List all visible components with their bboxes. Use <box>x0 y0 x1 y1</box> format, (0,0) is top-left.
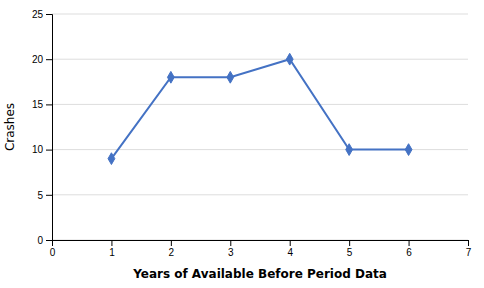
tick-mark <box>409 240 410 246</box>
tick: 7 <box>466 240 472 258</box>
tick-mark <box>171 240 172 246</box>
tick-label: 5 <box>37 190 43 201</box>
tick-label: 25 <box>32 9 44 20</box>
tick-label: 20 <box>32 54 44 65</box>
x-axis: 0 1 2 3 4 5 6 7 <box>50 240 472 258</box>
tick-label: 5 <box>347 247 353 258</box>
tick-label: 2 <box>169 247 175 258</box>
y-axis-title: Crashes <box>3 103 17 151</box>
tick-label: 6 <box>406 247 412 258</box>
tick: 10 <box>32 144 52 155</box>
tick-label: 3 <box>228 247 234 258</box>
tick-mark <box>46 240 52 241</box>
marks <box>108 53 412 164</box>
tick-mark <box>290 240 291 246</box>
tick-label: 7 <box>466 247 472 258</box>
plot: 0 1 2 3 4 5 6 7 0 5 10 15 20 25 <box>32 9 472 258</box>
tick-mark <box>46 150 52 151</box>
line <box>111 59 408 158</box>
tick: 20 <box>32 54 52 65</box>
tick-mark <box>46 104 52 105</box>
marker <box>108 153 115 165</box>
tick-mark <box>46 59 52 60</box>
tick-mark <box>349 240 350 246</box>
y-axis: 0 5 10 15 20 25 <box>32 9 53 246</box>
grid <box>52 14 468 240</box>
grid-line <box>52 14 468 15</box>
marker <box>167 71 174 83</box>
tick-mark <box>46 14 52 15</box>
marker <box>405 144 412 156</box>
tick-label: 4 <box>287 247 293 258</box>
tick: 15 <box>32 99 52 110</box>
tick-label: 1 <box>109 247 115 258</box>
marker <box>227 71 234 83</box>
axis-line <box>53 241 469 247</box>
tick-mark <box>468 240 469 246</box>
tick: 0 <box>50 240 56 258</box>
tick-label: 10 <box>32 144 44 155</box>
marker <box>286 53 293 65</box>
tick: 5 <box>37 190 52 201</box>
tick: 6 <box>406 240 412 258</box>
tick-mark <box>46 195 52 196</box>
x-axis-title: Years of Available Before Period Data <box>132 267 387 281</box>
tick: 4 <box>287 240 293 258</box>
tick: 1 <box>109 240 115 258</box>
axis-line <box>46 15 53 241</box>
tick-mark <box>230 240 231 246</box>
tick-label: 0 <box>37 235 43 246</box>
tick-label: 0 <box>50 247 56 258</box>
tick: 25 <box>32 9 52 20</box>
tick: 3 <box>228 240 234 258</box>
tick-mark <box>111 240 112 246</box>
tick: 0 <box>37 235 52 246</box>
grid-line <box>52 194 468 195</box>
marker <box>346 144 353 156</box>
tick-label: 15 <box>32 99 44 110</box>
tick: 2 <box>169 240 175 258</box>
grid-line <box>52 104 468 105</box>
chart: 0 1 2 3 4 5 6 7 0 5 10 15 20 25 Years of Available Bef… <box>0 0 484 288</box>
grid-line <box>52 59 468 60</box>
tick: 5 <box>347 240 353 258</box>
